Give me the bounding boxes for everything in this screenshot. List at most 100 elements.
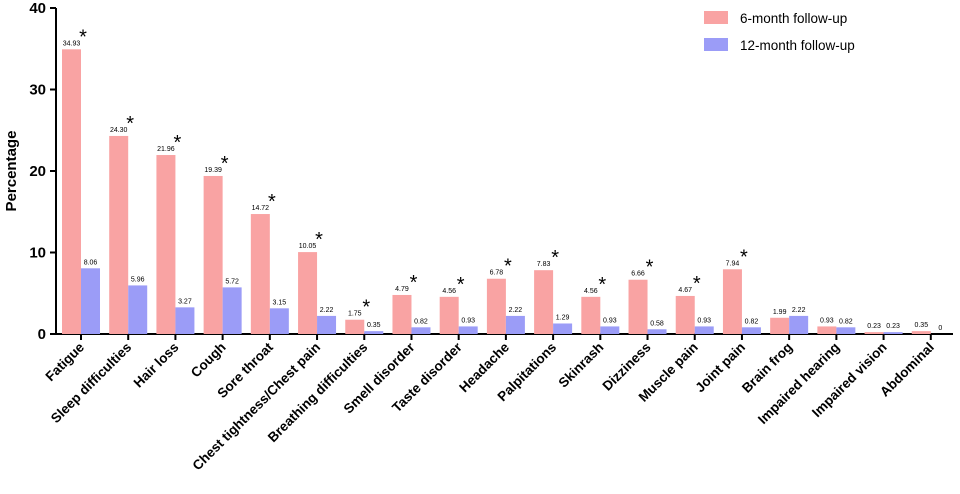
data-label-12-month: 0.58 (650, 320, 664, 327)
significance-marker: * (268, 191, 276, 213)
bar-6-month (345, 319, 365, 334)
data-label-12-month: 0.82 (839, 318, 853, 325)
significance-marker: * (410, 272, 418, 294)
data-label-6-month: 4.56 (442, 288, 456, 295)
data-label-6-month: 1.75 (348, 311, 362, 318)
data-label-12-month: 8.06 (84, 259, 98, 266)
data-label-6-month: 0.23 (867, 323, 881, 330)
data-label-12-month: 3.15 (273, 299, 287, 306)
bars (62, 49, 931, 335)
significance-marker: * (551, 247, 559, 269)
bar-12-month (883, 332, 903, 334)
bar-6-month (486, 278, 506, 334)
significance-marker: * (79, 26, 87, 48)
bar-12-month (741, 327, 761, 334)
bar-12-month (222, 287, 242, 334)
data-label-6-month: 21.96 (157, 146, 175, 153)
data-label-12-month: 0.93 (461, 317, 475, 324)
data-label-12-month: 0.23 (886, 323, 900, 330)
data-label-12-month: 0 (938, 325, 942, 332)
bar-6-month (109, 135, 129, 334)
bar-12-month (269, 308, 289, 334)
significance-marker: * (693, 273, 701, 295)
bar-6-month (864, 332, 884, 334)
data-label-6-month: 0.35 (914, 322, 928, 329)
x-tick-label: Hair loss (131, 340, 182, 391)
x-tick-label: Cough (188, 340, 229, 381)
bar-12-month (694, 326, 714, 334)
data-label-6-month: 6.66 (631, 271, 645, 278)
bar-12-month (600, 326, 620, 334)
y-tick-label: 10 (29, 245, 46, 262)
significance-marker: * (646, 257, 654, 279)
significance-marker: * (598, 274, 606, 296)
labels: 34.93 8.06 * Fatigue 24.30 5.96 * Sleep difficu… (43, 26, 943, 473)
significance-marker: * (457, 274, 465, 296)
legend: 6-month follow-up 12-month follow-up (704, 11, 855, 53)
data-label-12-month: 2.22 (792, 307, 806, 314)
bar-12-month (364, 331, 384, 334)
significance-marker: * (315, 229, 323, 251)
significance-marker: * (221, 153, 229, 175)
bar-6-month (817, 326, 837, 334)
data-label-12-month: 5.96 (131, 276, 145, 283)
y-tick-label: 30 (29, 82, 46, 99)
bar-12-month (81, 268, 100, 334)
x-tick-label: Impaired hearing (755, 340, 843, 428)
bar-6-month (581, 296, 601, 334)
data-label-6-month: 4.67 (678, 287, 692, 294)
data-label-12-month: 2.22 (509, 307, 523, 314)
bar-6-month (392, 294, 412, 334)
bar-12-month (128, 285, 148, 334)
x-tick-label: Sleep difficulties (48, 340, 134, 426)
legend-swatch (704, 38, 728, 51)
data-label-12-month: 2.22 (320, 307, 334, 314)
bar-6-month (62, 49, 81, 335)
data-label-6-month: 10.05 (299, 243, 317, 250)
significance-marker: * (740, 246, 748, 268)
data-label-6-month: 7.94 (726, 260, 740, 267)
data-label-12-month: 3.27 (178, 298, 192, 305)
bar-6-month (628, 279, 648, 334)
significance-marker: * (362, 297, 370, 319)
bar-6-month (250, 214, 270, 334)
bar-12-month (411, 327, 431, 334)
y-tick-label: 0 (38, 326, 46, 343)
legend-label: 6-month follow-up (740, 11, 847, 26)
bar-12-month (317, 315, 337, 334)
data-label-12-month: 1.29 (556, 314, 570, 321)
data-label-12-month: 0.82 (414, 318, 428, 325)
bar-6-month (203, 175, 223, 334)
bar-6-month (770, 317, 790, 334)
bar-6-month (722, 269, 742, 334)
data-label-6-month: 0.93 (820, 317, 834, 324)
y-tick-label: 20 (29, 163, 46, 180)
bar-12-month (647, 329, 667, 334)
bar-12-month (836, 327, 856, 334)
significance-marker: * (126, 113, 134, 135)
bar-12-month (789, 315, 809, 334)
significance-marker: * (174, 132, 182, 154)
data-label-6-month: 24.30 (110, 127, 128, 134)
bar-6-month (911, 331, 931, 334)
bar-6-month (675, 295, 695, 334)
bar-12-month (458, 326, 478, 334)
data-label-6-month: 4.79 (395, 286, 409, 293)
y-tick-label: 40 (29, 0, 46, 17)
bar-6-month (156, 155, 176, 334)
bar-6-month (439, 296, 459, 334)
data-label-12-month: 0.93 (697, 317, 711, 324)
legend-label: 12-month follow-up (740, 38, 855, 53)
x-tick-label: Fatigue (43, 339, 88, 384)
data-label-6-month: 1.99 (773, 309, 787, 316)
data-label-6-month: 14.72 (252, 205, 270, 212)
significance-marker: * (504, 256, 512, 278)
data-label-12-month: 0.93 (603, 317, 617, 324)
data-label-6-month: 34.93 (63, 40, 81, 47)
data-label-12-month: 0.82 (745, 318, 759, 325)
data-label-12-month: 0.35 (367, 322, 381, 329)
legend-swatch (704, 11, 728, 24)
bar-12-month (553, 323, 573, 334)
data-label-6-month: 4.56 (584, 288, 598, 295)
